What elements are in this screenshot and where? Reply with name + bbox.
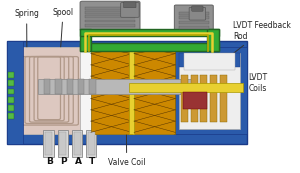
Text: P: P	[61, 157, 67, 166]
Text: T: T	[89, 157, 95, 166]
Bar	[184, 53, 235, 70]
Bar	[129, 83, 243, 92]
Bar	[220, 75, 226, 122]
Bar	[19, 47, 173, 134]
Bar	[179, 21, 209, 24]
Bar	[38, 79, 196, 94]
Bar	[67, 79, 73, 94]
Bar	[19, 47, 80, 134]
Bar	[85, 24, 135, 27]
Bar	[8, 89, 14, 94]
Bar	[8, 105, 14, 111]
Bar	[207, 29, 219, 51]
Bar	[45, 132, 52, 155]
Bar	[88, 132, 95, 155]
Text: LVDT Feedback
Rod: LVDT Feedback Rod	[202, 21, 291, 78]
Bar	[175, 47, 247, 134]
Bar	[80, 29, 92, 51]
Text: Spring: Spring	[14, 9, 39, 65]
FancyBboxPatch shape	[124, 2, 136, 8]
Bar	[85, 15, 135, 18]
Bar	[7, 41, 247, 144]
Bar	[200, 75, 207, 122]
FancyBboxPatch shape	[121, 3, 139, 17]
Bar	[58, 130, 68, 157]
Bar	[210, 75, 217, 122]
Bar	[8, 80, 14, 86]
Bar	[191, 75, 198, 122]
Bar	[8, 97, 14, 103]
Bar	[80, 29, 219, 36]
Bar	[85, 11, 135, 14]
Bar	[89, 79, 96, 94]
Bar	[56, 79, 62, 94]
Bar	[85, 7, 135, 10]
Bar	[181, 75, 188, 122]
FancyBboxPatch shape	[189, 7, 206, 20]
FancyBboxPatch shape	[192, 6, 203, 11]
Bar	[8, 113, 14, 119]
Bar	[179, 53, 240, 129]
Bar	[80, 43, 219, 51]
Bar	[72, 130, 82, 157]
Bar	[78, 79, 84, 94]
Bar	[44, 79, 50, 94]
Bar	[134, 47, 175, 134]
Bar	[129, 47, 134, 134]
Bar	[85, 20, 135, 22]
Bar	[179, 53, 240, 67]
FancyBboxPatch shape	[80, 1, 140, 31]
Text: B: B	[46, 157, 53, 166]
Bar	[44, 130, 54, 157]
Bar	[179, 16, 209, 19]
Bar	[59, 132, 67, 155]
Text: Spool: Spool	[52, 8, 74, 79]
Bar	[8, 72, 14, 78]
Bar	[91, 47, 132, 134]
Bar	[74, 132, 81, 155]
Text: A: A	[75, 157, 82, 166]
Bar	[179, 26, 209, 29]
Bar	[183, 92, 207, 109]
Text: Valve Coil: Valve Coil	[108, 127, 146, 167]
Bar	[86, 130, 96, 157]
Text: LVDT
Coils: LVDT Coils	[198, 73, 268, 93]
FancyBboxPatch shape	[174, 5, 213, 32]
Bar	[179, 12, 209, 15]
Bar	[7, 41, 23, 144]
